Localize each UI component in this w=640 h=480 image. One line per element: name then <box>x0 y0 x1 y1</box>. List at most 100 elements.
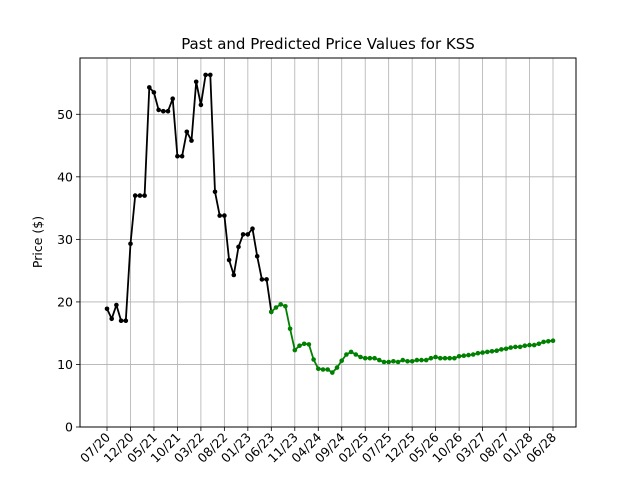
data-point <box>132 193 138 198</box>
data-point <box>292 347 298 353</box>
data-point <box>259 277 265 282</box>
data-point <box>123 318 129 324</box>
data-point <box>330 370 335 375</box>
data-point <box>517 344 523 350</box>
data-point <box>226 257 232 263</box>
data-point <box>503 346 509 352</box>
data-point <box>118 318 124 324</box>
data-point <box>203 72 208 78</box>
data-point <box>419 357 424 363</box>
y-tick-label: 40 <box>57 169 73 184</box>
data-point <box>381 359 387 365</box>
data-point <box>541 339 546 345</box>
data-point <box>475 350 481 356</box>
data-point <box>447 355 453 361</box>
data-point <box>456 354 462 359</box>
data-point <box>391 359 396 364</box>
data-point <box>405 359 410 364</box>
data-point <box>142 193 147 198</box>
data-point <box>377 357 382 363</box>
data-point <box>179 153 185 159</box>
data-point <box>217 213 222 218</box>
data-point <box>362 355 368 361</box>
data-point <box>320 367 326 372</box>
data-point <box>165 108 171 114</box>
data-point <box>325 367 331 372</box>
grid <box>80 58 576 428</box>
data-point <box>161 108 166 114</box>
data-point <box>189 138 194 143</box>
data-point <box>372 355 377 361</box>
data-point <box>536 341 542 347</box>
data-point <box>156 107 161 113</box>
data-point <box>527 342 532 348</box>
data-point <box>104 306 110 312</box>
data-point <box>301 341 307 347</box>
data-point <box>442 355 448 361</box>
data-point <box>466 352 471 358</box>
data-point <box>287 326 293 332</box>
data-point <box>485 349 490 355</box>
y-tick-label: 10 <box>57 357 73 372</box>
data-point <box>386 359 392 365</box>
data-point <box>311 357 316 362</box>
data-point <box>109 316 114 322</box>
data-point <box>428 355 434 361</box>
data-point <box>245 232 251 237</box>
data-point <box>184 129 190 135</box>
data-point <box>151 90 157 95</box>
data-point <box>137 193 143 198</box>
data-point <box>254 253 260 259</box>
data-point <box>175 153 180 159</box>
data-point <box>208 72 213 78</box>
data-point <box>250 226 255 231</box>
data-point <box>438 355 443 361</box>
data-point <box>494 348 500 354</box>
data-point <box>395 359 401 365</box>
data-point <box>480 350 485 355</box>
data-point <box>339 358 345 364</box>
data-point <box>170 96 175 101</box>
data-point <box>344 352 349 357</box>
data-point <box>236 244 241 250</box>
data-point <box>348 349 354 355</box>
y-axis: 0 10 20 30 40 50 <box>57 107 80 435</box>
data-point <box>550 338 556 344</box>
data-point <box>470 352 476 357</box>
data-point <box>240 232 246 237</box>
y-tick-label: 20 <box>57 294 73 309</box>
data-point <box>231 272 237 278</box>
data-point <box>128 241 133 247</box>
data-point <box>269 309 274 315</box>
data-point <box>316 366 321 372</box>
y-tick-label: 50 <box>57 107 73 122</box>
y-tick-label: 0 <box>65 420 73 435</box>
data-point <box>546 339 551 344</box>
data-point <box>423 357 429 363</box>
data-point <box>222 213 227 218</box>
data-point <box>513 344 518 350</box>
data-point <box>212 189 218 195</box>
data-point <box>198 102 204 108</box>
y-tick-label: 30 <box>57 232 73 247</box>
data-point <box>433 354 438 360</box>
data-point <box>358 354 363 360</box>
y-axis-label: Price ($) <box>30 216 45 268</box>
data-point <box>297 343 302 349</box>
data-point <box>264 277 269 282</box>
data-point <box>278 302 284 307</box>
data-point <box>452 355 457 361</box>
data-point <box>147 85 152 90</box>
data-point <box>531 342 537 348</box>
series-layer <box>104 72 556 375</box>
data-point <box>489 349 495 354</box>
data-point <box>414 357 420 363</box>
data-point <box>334 365 340 370</box>
plot-frame <box>79 57 577 428</box>
data-point <box>273 305 279 310</box>
data-point <box>522 343 528 349</box>
chart-title: Past and Predicted Price Values for KSS <box>181 35 475 53</box>
data-point <box>409 359 415 364</box>
